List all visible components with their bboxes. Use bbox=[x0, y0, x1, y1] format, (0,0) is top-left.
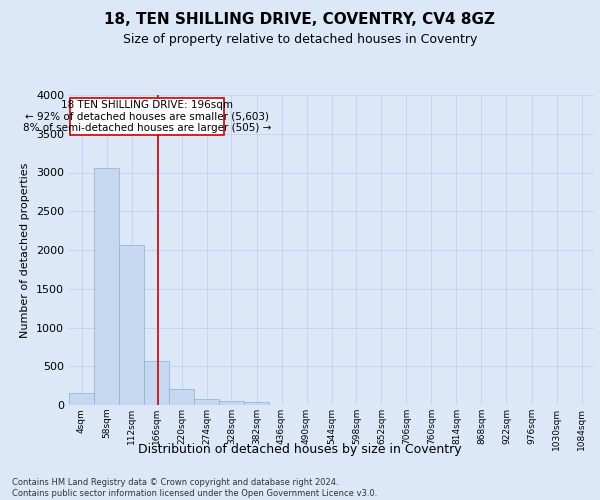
Text: Distribution of detached houses by size in Coventry: Distribution of detached houses by size … bbox=[138, 442, 462, 456]
Bar bbox=[219, 400, 244, 405]
Bar bbox=[69, 394, 94, 405]
Text: 18 TEN SHILLING DRIVE: 196sqm
← 92% of detached houses are smaller (5,603)
8% of: 18 TEN SHILLING DRIVE: 196sqm ← 92% of d… bbox=[23, 100, 271, 134]
Bar bbox=[244, 402, 269, 405]
Bar bbox=[194, 399, 219, 405]
Bar bbox=[119, 246, 144, 405]
Text: 18, TEN SHILLING DRIVE, COVENTRY, CV4 8GZ: 18, TEN SHILLING DRIVE, COVENTRY, CV4 8G… bbox=[104, 12, 496, 28]
Y-axis label: Number of detached properties: Number of detached properties bbox=[20, 162, 31, 338]
Bar bbox=[94, 168, 119, 405]
Bar bbox=[169, 389, 194, 405]
Text: Size of property relative to detached houses in Coventry: Size of property relative to detached ho… bbox=[123, 32, 477, 46]
Bar bbox=[144, 361, 169, 405]
Text: Contains HM Land Registry data © Crown copyright and database right 2024.
Contai: Contains HM Land Registry data © Crown c… bbox=[12, 478, 377, 498]
FancyBboxPatch shape bbox=[70, 98, 224, 136]
